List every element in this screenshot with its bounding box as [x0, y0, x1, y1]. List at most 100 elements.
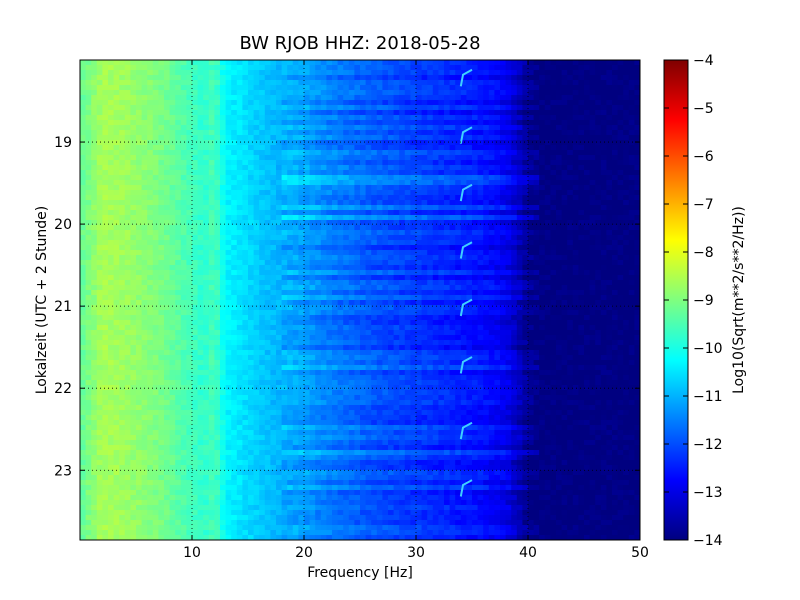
heatmap-cell	[108, 250, 115, 256]
heatmap-cell	[511, 100, 518, 106]
heatmap-cell	[578, 285, 585, 291]
heatmap-cell	[612, 265, 619, 271]
heatmap-cell	[634, 265, 640, 271]
heatmap-cell	[348, 215, 355, 221]
heatmap-cell	[539, 250, 546, 256]
heatmap-cell	[113, 180, 120, 186]
heatmap-cell	[320, 300, 327, 306]
heatmap-cell	[488, 85, 495, 91]
heatmap-cell	[494, 220, 501, 226]
heatmap-cell	[292, 125, 299, 131]
heatmap-cell	[623, 110, 630, 116]
heatmap-cell	[225, 165, 232, 171]
heatmap-cell	[130, 210, 137, 216]
heatmap-cell	[332, 155, 339, 161]
heatmap-cell	[382, 250, 389, 256]
heatmap-cell	[522, 190, 529, 196]
heatmap-cell	[572, 170, 579, 176]
heatmap-cell	[416, 305, 423, 311]
heatmap-cell	[628, 155, 635, 161]
heatmap-cell	[236, 60, 243, 66]
heatmap-cell	[242, 135, 249, 141]
heatmap-cell	[108, 85, 115, 91]
heatmap-cell	[494, 90, 501, 96]
heatmap-cell	[449, 120, 456, 126]
heatmap-cell	[253, 220, 260, 226]
heatmap-cell	[124, 110, 131, 116]
heatmap-cell	[152, 145, 159, 151]
heatmap-cell	[567, 180, 574, 186]
heatmap-cell	[516, 235, 523, 241]
heatmap-cell	[505, 140, 512, 146]
heatmap-cell	[533, 160, 540, 166]
heatmap-cell	[449, 135, 456, 141]
heatmap-cell	[91, 240, 98, 246]
heatmap-cell	[360, 215, 367, 221]
heatmap-cell	[567, 280, 574, 286]
heatmap-cell	[488, 220, 495, 226]
heatmap-cell	[494, 200, 501, 206]
heatmap-cell	[533, 215, 540, 221]
heatmap-cell	[354, 105, 361, 111]
heatmap-cell	[236, 165, 243, 171]
heatmap-cell	[511, 200, 518, 206]
heatmap-cell	[337, 185, 344, 191]
heatmap-cell	[556, 145, 563, 151]
heatmap-cell	[606, 180, 613, 186]
heatmap-cell	[449, 265, 456, 271]
heatmap-cell	[158, 255, 165, 261]
heatmap-cell	[236, 215, 243, 221]
heatmap-cell	[264, 190, 271, 196]
heatmap-cell	[304, 215, 311, 221]
heatmap-cell	[617, 270, 624, 276]
heatmap-cell	[231, 265, 238, 271]
heatmap-cell	[309, 135, 316, 141]
heatmap-cell	[455, 105, 462, 111]
heatmap-cell	[522, 85, 529, 91]
heatmap-cell	[315, 95, 322, 101]
heatmap-cell	[533, 135, 540, 141]
heatmap-cell	[292, 200, 299, 206]
heatmap-cell	[337, 205, 344, 211]
heatmap-cell	[259, 185, 266, 191]
heatmap-cell	[225, 195, 232, 201]
heatmap-cell	[421, 260, 428, 266]
heatmap-cell	[427, 135, 434, 141]
heatmap-cell	[113, 265, 120, 271]
heatmap-cell	[113, 155, 120, 161]
heatmap-cell	[477, 210, 484, 216]
heatmap-cell	[388, 85, 395, 91]
heatmap-cell	[382, 205, 389, 211]
heatmap-cell	[393, 295, 400, 301]
heatmap-cell	[477, 235, 484, 241]
heatmap-cell	[348, 200, 355, 206]
heatmap-cell	[337, 240, 344, 246]
heatmap-cell	[113, 80, 120, 86]
heatmap-cell	[371, 70, 378, 76]
heatmap-cell	[158, 155, 165, 161]
heatmap-cell	[231, 90, 238, 96]
heatmap-cell	[438, 70, 445, 76]
heatmap-cell	[287, 295, 294, 301]
heatmap-cell	[119, 285, 126, 291]
heatmap-cell	[214, 290, 221, 296]
heatmap-cell	[242, 140, 249, 146]
heatmap-cell	[292, 300, 299, 306]
heatmap-cell	[516, 65, 523, 71]
heatmap-cell	[108, 155, 115, 161]
heatmap-cell	[494, 80, 501, 86]
heatmap-cell	[466, 290, 473, 296]
heatmap-cell	[119, 140, 126, 146]
heatmap-cell	[399, 260, 406, 266]
heatmap-cell	[337, 165, 344, 171]
heatmap-cell	[522, 250, 529, 256]
heatmap-cell	[505, 170, 512, 176]
heatmap-cell	[455, 60, 462, 66]
heatmap-cell	[169, 275, 176, 281]
heatmap-cell	[472, 270, 479, 276]
heatmap-cell	[522, 230, 529, 236]
heatmap-cell	[550, 75, 557, 81]
heatmap-cell	[186, 275, 193, 281]
heatmap-cell	[360, 175, 367, 181]
heatmap-cell	[326, 175, 333, 181]
